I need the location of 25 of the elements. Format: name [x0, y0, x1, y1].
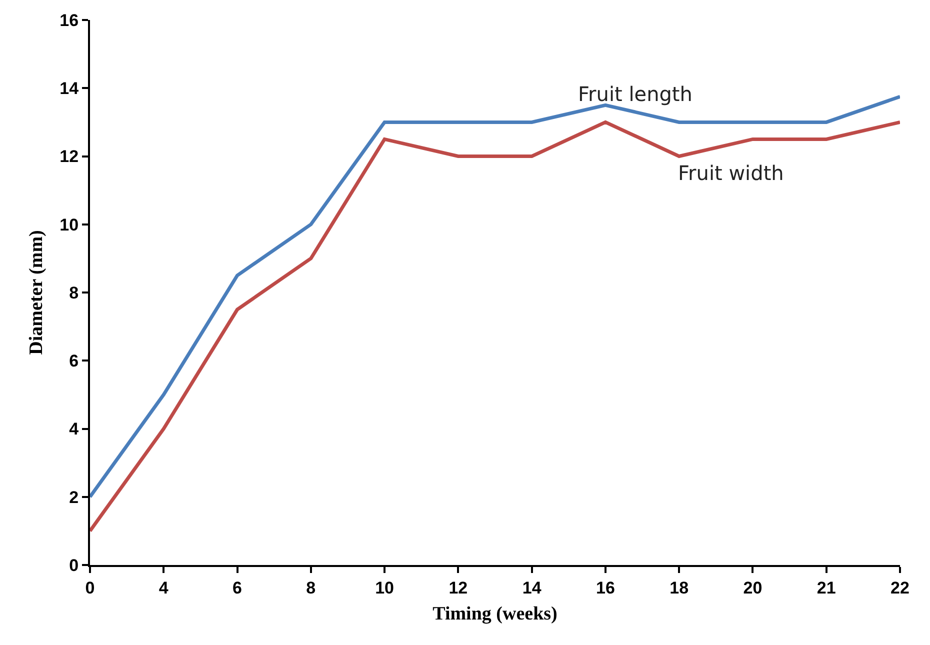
series-label: Fruit length [578, 82, 692, 106]
y-tick-label: 0 [69, 556, 79, 575]
x-tick-label: 22 [890, 578, 910, 598]
series-label: Fruit width [678, 161, 784, 185]
x-axis-title: Timing (weeks) [432, 604, 558, 625]
x-tick-label: 8 [306, 578, 316, 598]
x-tick-label: 0 [85, 578, 95, 598]
y-tick-label: 2 [69, 488, 79, 507]
x-tick-label: 6 [232, 578, 242, 598]
y-tick-label: 4 [69, 420, 80, 439]
y-tick-label: 16 [60, 10, 79, 30]
y-tick-label: 10 [60, 215, 79, 234]
y-tick-label: 6 [69, 352, 79, 371]
x-tick-label: 16 [596, 578, 615, 598]
x-tick-label: 14 [522, 578, 542, 598]
x-tick-label: 12 [448, 578, 468, 598]
y-axis-title: Diameter (mm) [26, 230, 48, 355]
x-tick-label: 21 [816, 578, 836, 598]
x-tick-label: 4 [158, 578, 169, 598]
x-tick-label: 20 [743, 578, 762, 598]
y-tick-label: 12 [60, 147, 79, 166]
y-tick-label: 14 [60, 79, 80, 98]
x-tick-label: 10 [375, 578, 394, 598]
y-tick-label: 8 [69, 283, 79, 302]
x-tick-label: 18 [670, 578, 689, 598]
